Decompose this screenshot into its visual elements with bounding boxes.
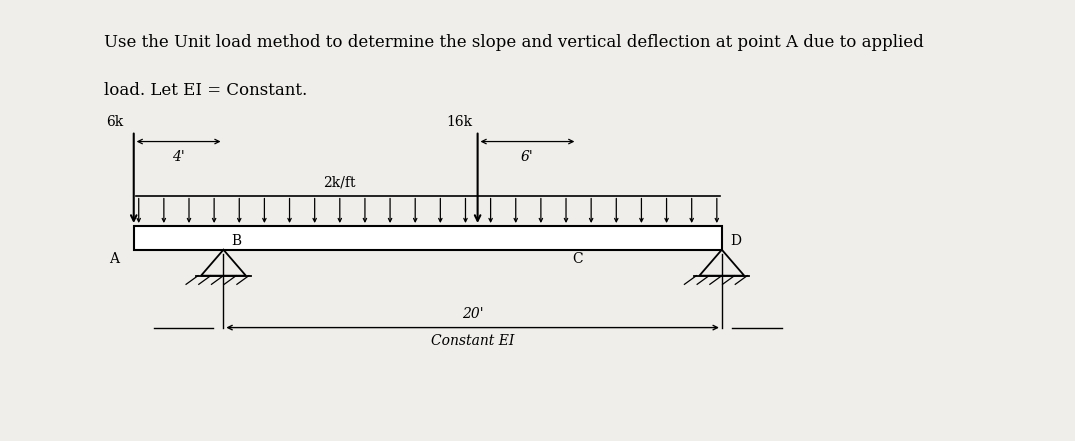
Text: B: B [231, 234, 242, 247]
Text: 20': 20' [462, 307, 484, 321]
Text: C: C [572, 252, 583, 266]
Text: 2k/ft: 2k/ft [324, 175, 356, 189]
Bar [133, 226, 721, 250]
Text: Use the Unit load method to determine the slope and vertical deflection at point: Use the Unit load method to determine th… [104, 34, 923, 52]
Text: 4': 4' [172, 150, 185, 164]
Text: 6': 6' [521, 150, 534, 164]
Text: 6k: 6k [106, 115, 124, 129]
Text: load. Let EI = Constant.: load. Let EI = Constant. [104, 82, 307, 99]
Text: A: A [109, 252, 119, 266]
Text: Constant EI: Constant EI [431, 334, 514, 348]
Text: D: D [730, 234, 741, 247]
Text: 16k: 16k [446, 115, 473, 129]
